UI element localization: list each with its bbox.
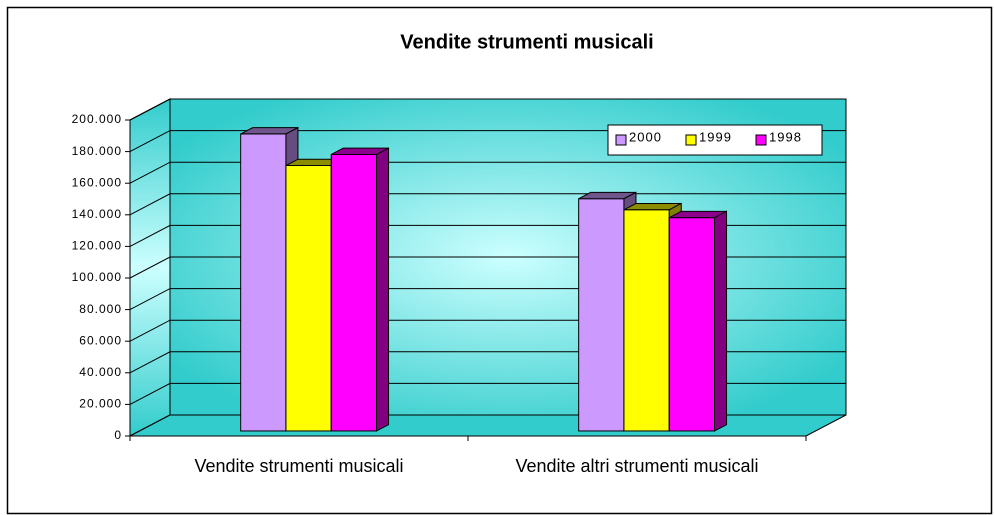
grid-line — [129, 161, 846, 184]
x-tick-label: Vendite altri strumenti musicali — [515, 456, 758, 476]
bar-front — [285, 165, 332, 432]
bar-side — [376, 147, 390, 432]
legend-box — [607, 124, 823, 156]
legend-swatch — [755, 134, 767, 146]
legend-label: 1998 — [769, 129, 802, 144]
y-tick-label: 20.000 — [79, 397, 122, 411]
chart-title: Vendite strumenti musicali — [400, 31, 653, 53]
y-tick-label: 40.000 — [79, 365, 122, 379]
y-tick-label: 140.000 — [72, 207, 122, 221]
y-tick-label: 200.000 — [72, 112, 122, 126]
legend-label: 1999 — [699, 129, 732, 144]
grid-line — [129, 98, 846, 121]
legend-swatch — [685, 134, 697, 146]
y-tick-label: 60.000 — [79, 333, 122, 347]
floor — [129, 414, 847, 437]
bar-side — [714, 210, 728, 432]
y-tick-label: 80.000 — [79, 302, 122, 316]
bar-front — [240, 133, 287, 432]
x-tick-label: Vendite strumenti musicali — [194, 456, 403, 476]
bar-front — [330, 153, 378, 432]
legend-swatch — [615, 134, 627, 146]
bar-front — [578, 198, 625, 432]
legend-label: 2000 — [629, 129, 662, 144]
y-tick-label: 120.000 — [72, 239, 122, 253]
bar-front — [668, 217, 716, 432]
y-tick-label: 180.000 — [72, 144, 122, 158]
bar-front — [623, 209, 670, 432]
y-tick-label: 160.000 — [72, 175, 122, 189]
y-tick-label: 100.000 — [72, 270, 122, 284]
y-tick-label: 0 — [114, 428, 122, 442]
